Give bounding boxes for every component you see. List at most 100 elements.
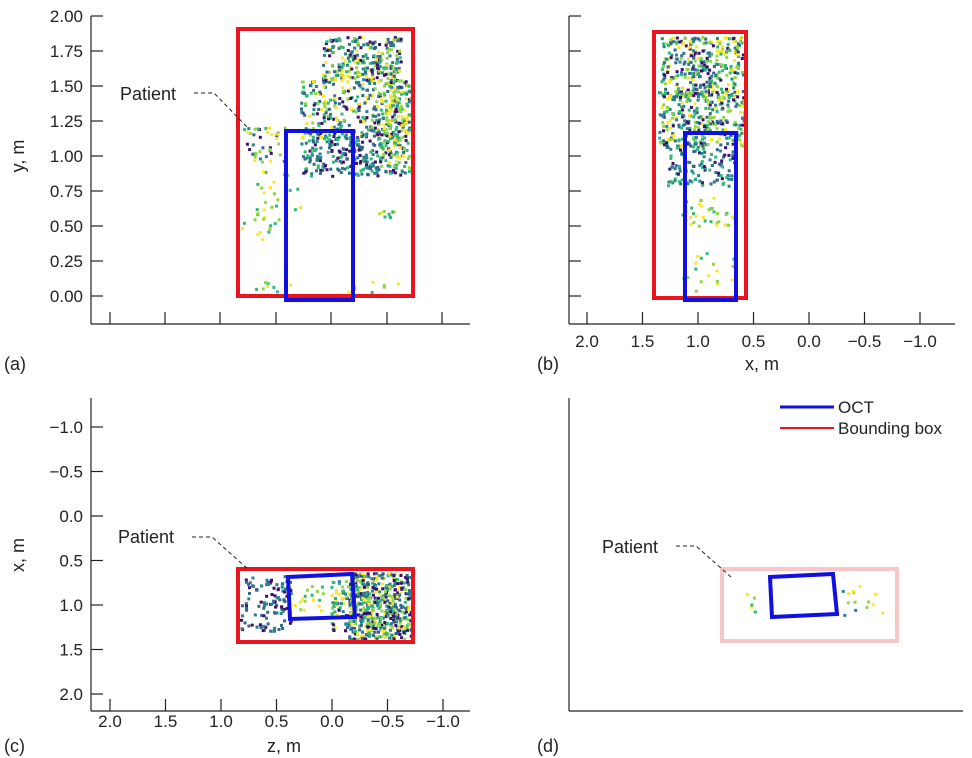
panel-a-point [407,169,411,173]
panel-a-point [264,126,268,130]
panel-b-point [707,91,711,94]
panel-b-point [701,93,705,97]
panel-a-point [329,112,333,116]
panel-a-point [392,91,396,95]
panel-a-point [337,123,341,127]
panel-c-point [407,583,411,587]
panel-a-y-ticks: 2.001.751.501.251.000.750.500.250.00 [50,7,103,306]
panel-a-point [385,57,389,60]
panel-b-point [715,49,719,53]
panel-a-point [253,127,257,131]
panel-c-point [378,635,382,639]
panel-a-point [391,101,395,105]
panel-b-point [731,156,735,160]
panel-c-point [366,572,370,576]
panel-c-point [390,633,394,637]
panel-c-point [388,600,392,604]
panel-a-point [371,153,375,156]
panel-b-point [691,164,695,168]
panel-a-point [400,90,404,94]
panel-a-point [403,119,407,123]
panel-b-point [693,112,697,116]
panel-c-bounding-box [236,567,415,644]
panel-a-point [345,63,349,67]
panel-b-point [696,148,700,151]
panel-b-point [717,162,721,166]
panel-a-point [330,140,334,144]
panel-a-point [408,127,412,131]
panel-a-point [400,118,404,122]
panel-b-point [723,153,727,157]
panel-a-point [386,37,390,41]
panel-a-point [365,135,368,139]
panel-b-point [710,74,714,78]
panel-a-point [375,100,379,104]
panel-b-point [702,165,706,169]
panel-a-point [261,287,265,291]
panel-a-point [380,102,384,106]
panel-a-point [391,98,395,102]
panel-a-point [328,142,332,146]
panel-a-point [316,166,320,170]
panel-c-point [359,579,363,583]
panel-a-point [326,101,330,105]
panel-a-point [375,150,379,154]
panel-d-legend: OCT Bounding box [780,398,942,438]
panel-a-y-axis-label: y, m [8,140,28,173]
panel-b-point [683,37,687,41]
panel-b-point [704,90,708,94]
panel-a-point [268,159,272,163]
panel-b-point [682,93,686,97]
panel-b-point [676,74,680,78]
panel-b-point [718,149,722,153]
panel-a-point [372,88,375,92]
panel-b-point [701,216,705,219]
panel-a-point [394,107,398,111]
panel-b-point [737,126,741,130]
panel-c-point [348,602,352,606]
panel-a-point [390,100,394,104]
panel-a-point [403,92,407,95]
panel-a-point [316,164,320,168]
panel-c-point [393,605,397,608]
panel-c-point [361,579,365,582]
panel-b-point [673,179,677,183]
panel-b-point [677,45,681,49]
panel-b-point [693,59,697,63]
panel-a-point [366,165,370,169]
panel-a-point [323,77,327,81]
panel-c-point [361,601,365,605]
panel-c-point [383,612,387,615]
panel-b-point [699,198,703,202]
panel-a-point [347,89,350,93]
panel-c-point [384,593,388,597]
panel-d-patient-annotation: Patient [602,537,658,557]
panel-a-point [408,166,411,170]
panel-b-point [741,73,745,77]
panel-a-point [388,215,392,219]
panel-b-point [706,127,710,131]
panel-b-point [737,67,740,71]
panel-b-point [699,83,703,87]
panel-c-point [380,623,384,627]
panel-b-point [693,149,697,153]
panel-c-y-tick-label: 0.0 [59,507,83,526]
panel-a-point [343,167,347,171]
panel-c-point [351,630,355,634]
panel-c-point [387,605,391,609]
panel-b-point [682,62,686,66]
panel-a-point [272,285,276,289]
panel-a-point [372,129,376,133]
panel-b-point [716,63,720,66]
panel-c-point [335,602,339,606]
panel-a-point [400,129,404,133]
panel-b-point [704,68,707,72]
panel-a-point [399,60,403,64]
panel-a-point [377,168,381,172]
panel-a-point [385,66,389,70]
panel-a-point [400,170,404,174]
panel-b-point [715,54,719,58]
panel-b-point [669,77,673,81]
panel-a-point [394,96,398,100]
panel-c-point [362,606,366,610]
